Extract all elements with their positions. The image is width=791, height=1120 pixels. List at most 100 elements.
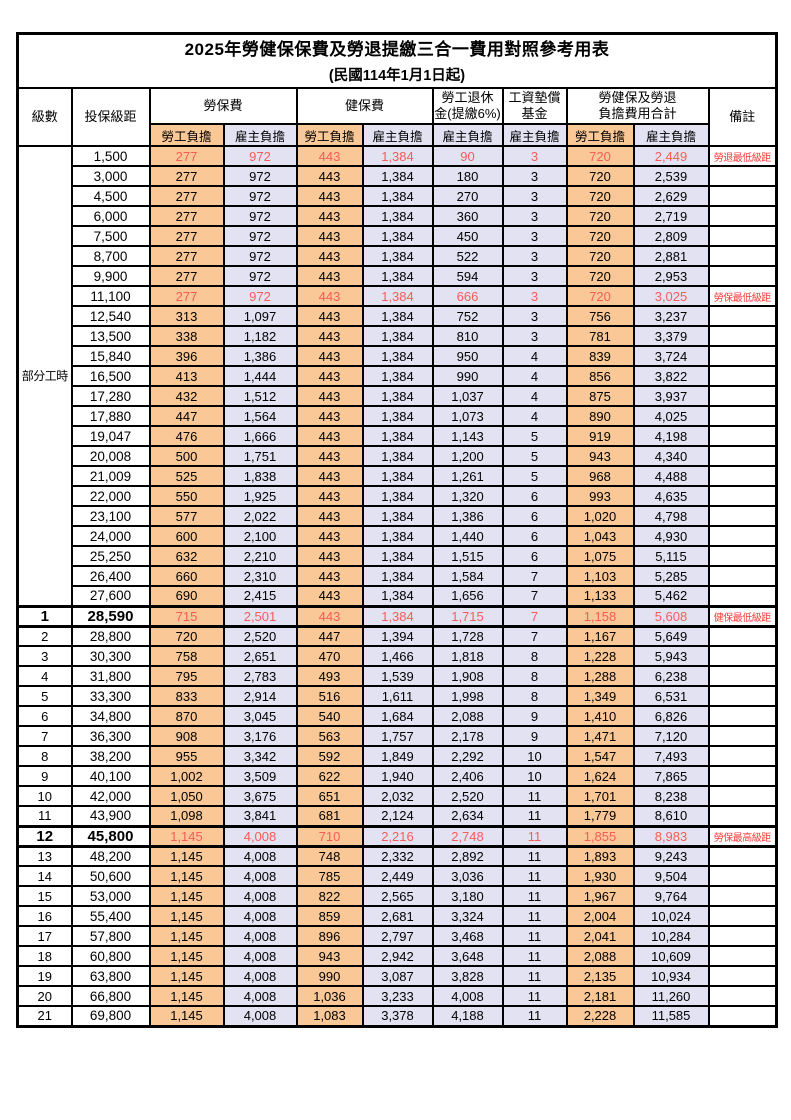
remark-cell (707, 485, 778, 507)
value-cell: 3,828 (431, 965, 504, 987)
bracket-cell: 63,800 (70, 965, 151, 987)
value-cell: 1,145 (148, 885, 225, 907)
value-cell: 1,384 (361, 545, 434, 567)
value-cell: 1,564 (222, 405, 298, 427)
bracket-cell: 45,800 (70, 824, 151, 848)
remark-cell: 勞保最低級距 (707, 285, 778, 307)
value-cell: 943 (295, 945, 364, 967)
value-cell: 1,167 (565, 625, 635, 647)
value-cell: 990 (295, 965, 364, 987)
value-cell: 8,983 (632, 824, 710, 848)
value-cell: 666 (431, 285, 504, 307)
value-cell: 9,764 (632, 885, 710, 907)
level-cell: 3 (16, 645, 73, 667)
level-cell: 5 (16, 685, 73, 707)
value-cell: 1,440 (431, 525, 504, 547)
value-cell: 277 (148, 185, 225, 207)
value-cell: 540 (295, 705, 364, 727)
remark-cell (707, 925, 778, 947)
value-cell: 1,384 (361, 405, 434, 427)
value-cell: 1,925 (222, 485, 298, 507)
value-cell: 1,386 (431, 505, 504, 527)
value-cell: 875 (565, 385, 635, 407)
value-cell: 908 (148, 725, 225, 747)
table-row: 18 60,800 1,145 4,008 943 2,942 3,648 11 2,088 10… (16, 945, 778, 967)
table-row: 21 69,800 1,145 4,008 1,083 3,378 4,188 11 2,228… (16, 1005, 778, 1027)
bracket-cell: 38,200 (70, 745, 151, 767)
value-cell: 11,585 (632, 1005, 710, 1027)
bracket-cell: 36,300 (70, 725, 151, 747)
value-cell: 720 (565, 245, 635, 267)
value-cell: 1,145 (148, 1005, 225, 1027)
remark-cell (707, 645, 778, 667)
value-cell: 919 (565, 425, 635, 447)
value-cell: 2,719 (632, 205, 710, 227)
bracket-cell: 17,280 (70, 385, 151, 407)
value-cell: 2,100 (222, 525, 298, 547)
value-cell: 1,288 (565, 665, 635, 687)
header-total-line1: 勞健保及勞退 (598, 90, 677, 105)
value-cell: 2,032 (361, 785, 434, 807)
value-cell: 277 (148, 265, 225, 287)
level-cell: 7 (16, 725, 73, 747)
value-cell: 7 (501, 625, 568, 647)
bracket-cell: 9,900 (70, 265, 151, 287)
value-cell: 1,386 (222, 345, 298, 367)
value-cell: 1,158 (565, 604, 635, 628)
value-cell: 1,261 (431, 465, 504, 487)
bracket-cell: 4,500 (70, 185, 151, 207)
table-row: 1 28,590 715 2,501 443 1,384 1,715 7 1,158 5,608 健… (16, 604, 778, 628)
value-cell: 563 (295, 725, 364, 747)
value-cell: 950 (431, 345, 504, 367)
value-cell: 3,509 (222, 765, 298, 787)
level-cell: 2 (16, 625, 73, 647)
remark-cell (707, 225, 778, 247)
value-cell: 443 (295, 545, 364, 567)
value-cell: 720 (565, 165, 635, 187)
value-cell: 11 (501, 824, 568, 848)
value-cell: 1,384 (361, 245, 434, 267)
value-cell: 2,881 (632, 245, 710, 267)
value-cell: 10,284 (632, 925, 710, 947)
value-cell: 4 (501, 345, 568, 367)
value-cell: 8 (501, 665, 568, 687)
header-total-line2: 負擔費用合計 (598, 106, 677, 121)
table-row: 20,008 500 1,751 443 1,384 1,200 5 943 4,340 (18, 445, 778, 467)
value-cell: 5,115 (632, 545, 710, 567)
value-cell: 1,384 (361, 305, 434, 327)
value-cell: 833 (148, 685, 225, 707)
value-cell: 715 (148, 604, 225, 628)
value-cell: 1,940 (361, 765, 434, 787)
title-cell: 2025年勞健保保費及勞退提繳三合一費用對照參考用表 (民國114年1月1日起) (16, 32, 778, 89)
value-cell: 3,841 (222, 805, 298, 827)
table-row: 3 30,300 758 2,651 470 1,466 1,818 8 1,228 5,943 (16, 645, 778, 667)
value-cell: 1,384 (361, 225, 434, 247)
table-row: 17 57,800 1,145 4,008 896 2,797 3,468 11 2,041 10… (16, 925, 778, 947)
value-cell: 720 (565, 185, 635, 207)
remark-cell (707, 525, 778, 547)
header-bracket: 投保級距 (70, 87, 151, 147)
value-cell: 4,008 (222, 945, 298, 967)
value-cell: 2,310 (222, 565, 298, 587)
remark-cell (707, 325, 778, 347)
value-cell: 1,728 (431, 625, 504, 647)
subheader-pension-employer: 雇主負擔 (431, 123, 504, 147)
value-cell: 1,384 (361, 205, 434, 227)
value-cell: 3,176 (222, 725, 298, 747)
bracket-cell: 28,590 (70, 604, 151, 628)
value-cell: 1,349 (565, 685, 635, 707)
bracket-cell: 40,100 (70, 765, 151, 787)
remark-cell (707, 505, 778, 527)
value-cell: 360 (431, 205, 504, 227)
value-cell: 1,715 (431, 604, 504, 628)
value-cell: 7 (501, 604, 568, 628)
header-level: 級數 (16, 87, 73, 147)
value-cell: 1,145 (148, 824, 225, 848)
value-cell: 8,238 (632, 785, 710, 807)
table-row: 15,840 396 1,386 443 1,384 950 4 839 3,724 (18, 345, 778, 367)
value-cell: 1,384 (361, 265, 434, 287)
value-cell: 10 (501, 765, 568, 787)
remark-cell (707, 705, 778, 727)
value-cell: 10,024 (632, 905, 710, 927)
value-cell: 1,384 (361, 165, 434, 187)
